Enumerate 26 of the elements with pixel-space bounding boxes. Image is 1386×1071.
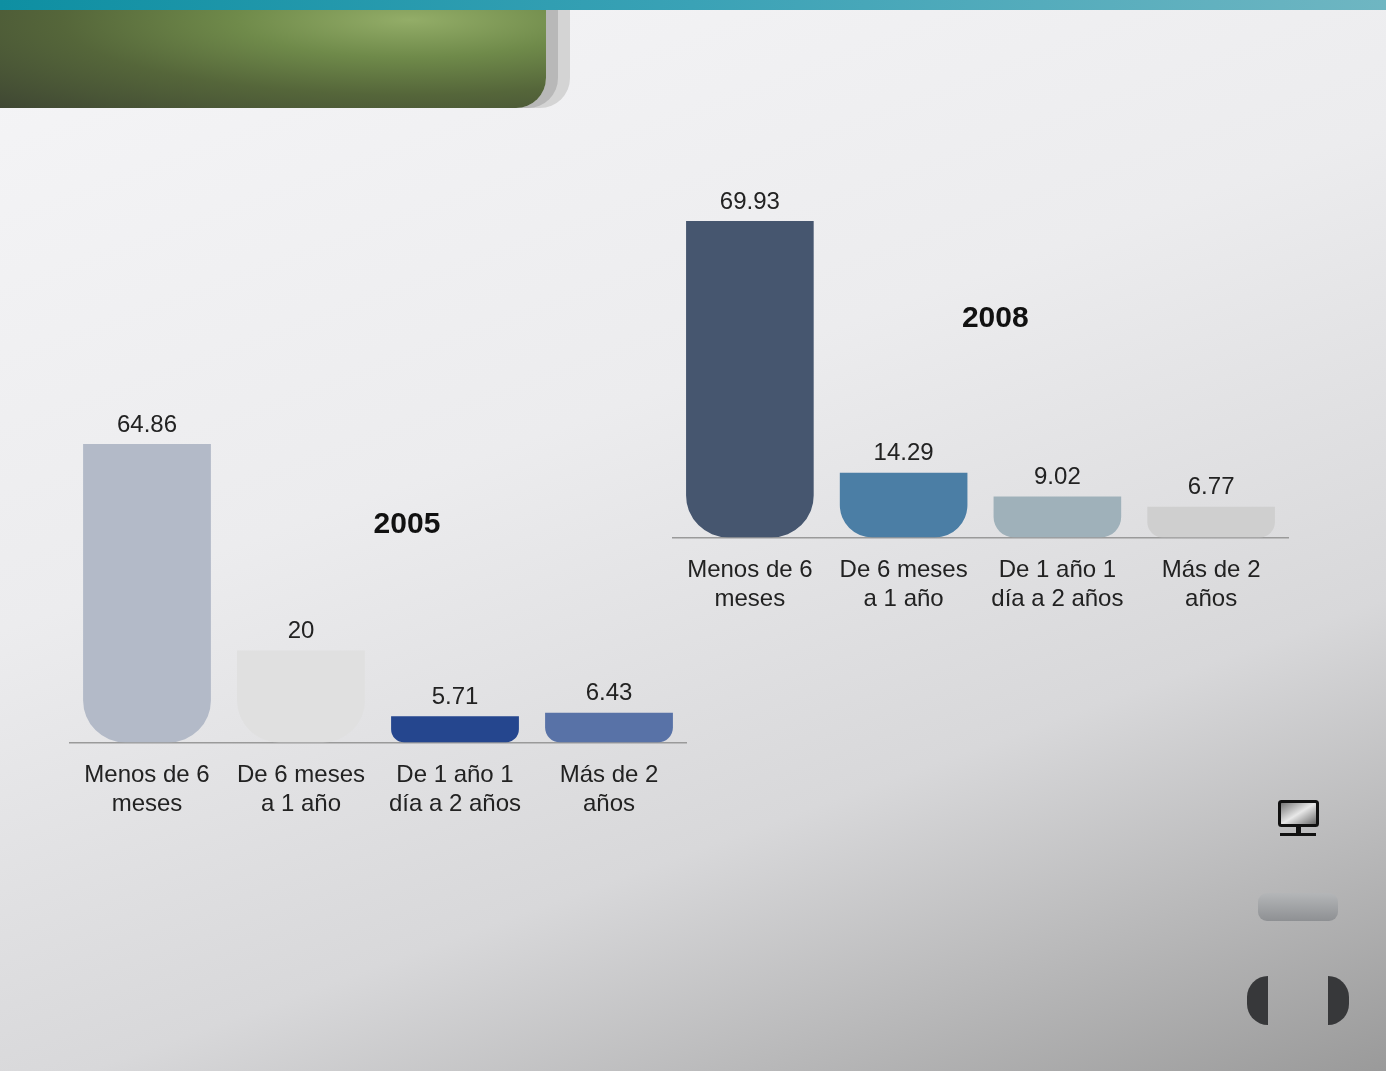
text: 2008 [961,300,1029,334]
text: 2005 [373,505,441,539]
x-tick-label: Más de 2 años [559,760,659,817]
bar [1147,506,1275,538]
x-tick-label: Menos de 6 meses [687,555,813,612]
data-label: 20 [287,616,315,644]
bar [993,496,1122,538]
data-label: 6.77 [1187,472,1235,500]
x-tick-label: Más de 2 años [1161,555,1261,612]
data-label: 64.86 [116,409,178,437]
data-label: 14.29 [873,438,934,466]
data-label: 5.71 [431,681,479,709]
bar [391,716,519,743]
bar [237,650,365,743]
bar [83,444,211,743]
bar [545,712,673,743]
x-tick-label: De 1 año 1 día a 2 años [991,555,1124,612]
bar [686,221,814,538]
data-label: 69.93 [719,186,780,214]
data-label: 9.02 [1034,462,1081,490]
bar [839,472,968,538]
x-tick-label: De 6 meses a 1 año [839,555,968,612]
x-tick-label: Menos de 6 meses [84,760,210,817]
data-label: 6.43 [585,678,633,706]
x-tick-label: De 6 meses a 1 año [236,760,366,817]
x-tick-label: De 1 año 1 día a 2 años [388,760,522,817]
